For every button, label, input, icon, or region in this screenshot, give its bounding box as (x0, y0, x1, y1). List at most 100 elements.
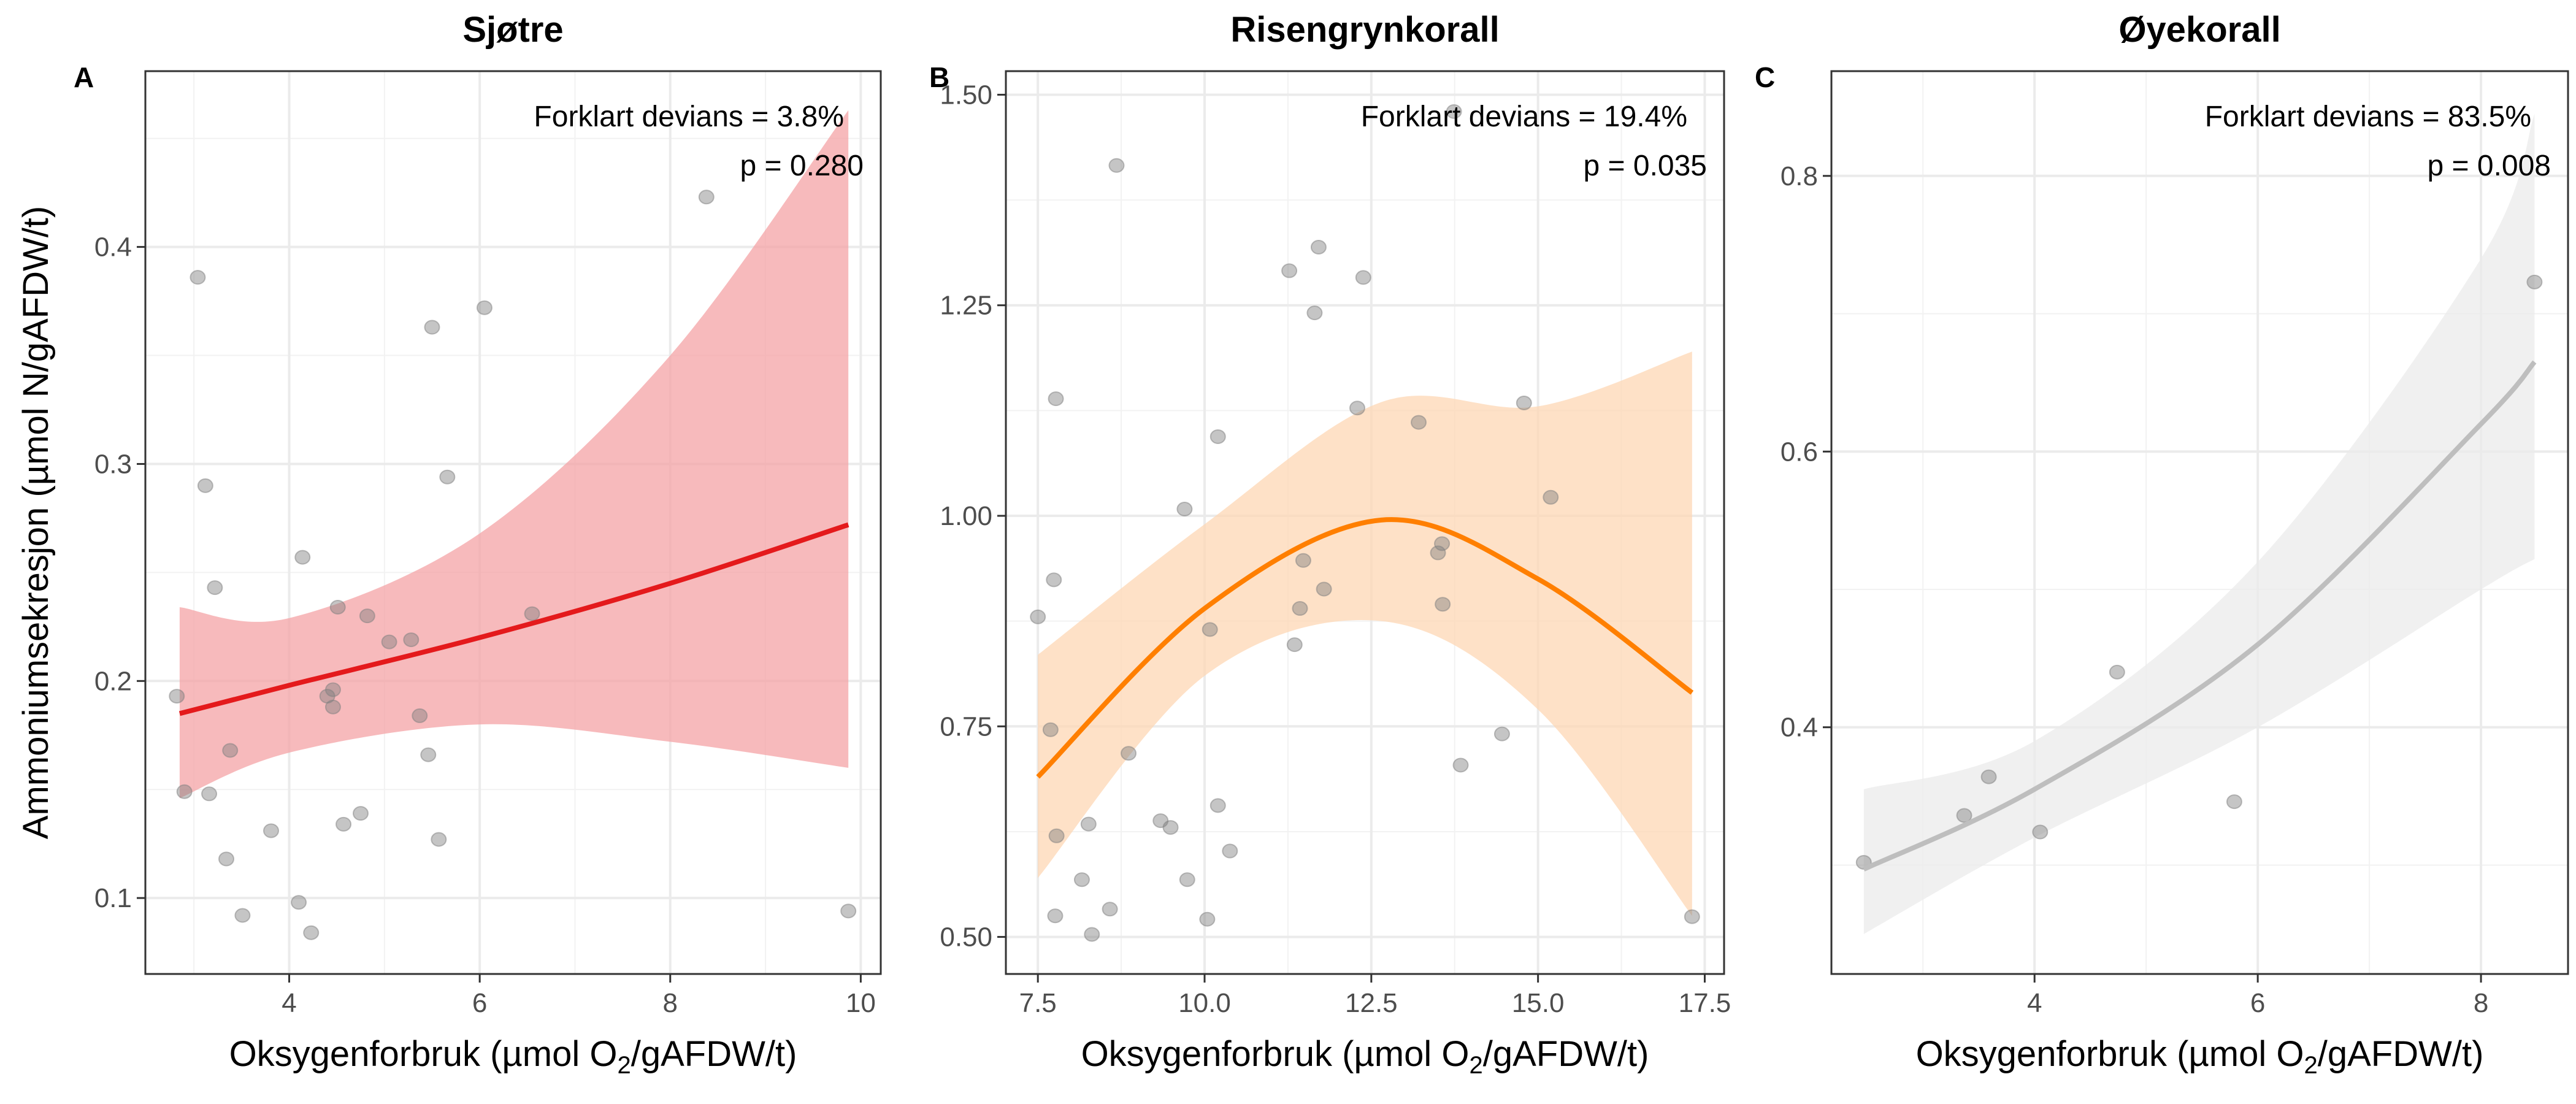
data-point (1108, 158, 1125, 173)
data-point (1048, 828, 1065, 843)
y-tick-label: 1.00 (940, 501, 992, 531)
x-tick-label: 8 (663, 988, 678, 1018)
data-point (1349, 401, 1365, 416)
data-point (1292, 601, 1308, 616)
data-point (1434, 536, 1451, 551)
data-point (2032, 824, 2049, 840)
data-point (431, 832, 447, 847)
data-point (1543, 489, 1559, 505)
confidence-ribbon (179, 110, 849, 799)
x-axis-title-rest: /gAFDW/t) (2318, 1034, 2484, 1074)
data-point (324, 682, 341, 697)
data-point (524, 606, 540, 621)
y-tick-label: 1.25 (940, 291, 992, 321)
y-tick-label: 0.6 (1781, 437, 1818, 467)
panel-title: Sjøtre (462, 10, 563, 50)
data-point (1281, 263, 1298, 278)
deviance-annotation: Forklart devians = 83.5% (2205, 101, 2531, 133)
panel-tag: C (1755, 61, 1775, 93)
y-tick-label: 0.4 (94, 232, 132, 263)
deviance-annotation: Forklart devians = 19.4% (1361, 101, 1687, 133)
data-point (1493, 726, 1510, 742)
data-point (698, 190, 715, 205)
data-point (218, 851, 235, 867)
data-point (359, 608, 375, 624)
y-tick-label: 0.75 (940, 711, 992, 742)
data-point (169, 689, 185, 704)
panel-tag: B (929, 61, 949, 93)
data-point (1956, 808, 1972, 823)
data-point (2226, 794, 2242, 810)
x-tick-label: 15.0 (1512, 988, 1565, 1018)
data-point (1047, 908, 1064, 924)
y-tick-label: 0.3 (94, 449, 132, 479)
data-point (1209, 798, 1226, 813)
x-axis-title: Oksygenforbruk (µmol O2/gAFDW/t) (1916, 1034, 2484, 1079)
x-axis-title: Oksygenforbruk (µmol O2/gAFDW/t) (1081, 1034, 1649, 1079)
y-tick-label: 0.1 (94, 883, 132, 913)
panel-c: 4 6 8 0.4 0.6 0.8 Oksygenforbruk (µmol O2/gAFD… (1755, 10, 2569, 1079)
y-tick-label: 0.50 (940, 922, 992, 953)
data-point (381, 634, 397, 650)
data-point (1102, 902, 1118, 917)
data-point (353, 806, 369, 821)
x-axis-title-main: Oksygenforbruk (µmol O (1081, 1034, 1470, 1074)
p-value-annotation: p = 0.035 (1583, 150, 1707, 182)
y-tick-label: 0.4 (1781, 713, 1818, 743)
y-axis-title: Ammoniumsekresjon (µmol N/gAFDW/t) (16, 206, 56, 839)
x-tick-label: 8 (2474, 988, 2488, 1018)
x-tick-label: 10 (846, 988, 876, 1018)
data-point (1080, 816, 1097, 832)
data-point (2109, 664, 2125, 680)
p-value-annotation: p = 0.280 (740, 150, 864, 182)
data-point (303, 925, 320, 940)
data-point (1162, 820, 1179, 835)
data-point (1209, 429, 1226, 444)
panel-border (1005, 70, 1725, 975)
data-point (335, 816, 352, 832)
y-tick-label: 0.2 (94, 666, 132, 696)
x-axis-title-rest: /gAFDW/t) (631, 1034, 797, 1074)
data-point (840, 903, 857, 919)
x-axis-title-rest: /gAFDW/t) (1483, 1034, 1649, 1074)
x-axis-title-subscript: 2 (1470, 1052, 1483, 1079)
data-point (1084, 927, 1100, 942)
confidence-ribbon (1038, 351, 1692, 916)
data-point (263, 823, 280, 838)
fit-line (1863, 360, 2537, 872)
data-point (1179, 872, 1195, 887)
y-tick-label: 0.8 (1781, 161, 1818, 191)
data-point (1516, 396, 1532, 411)
data-point (1295, 553, 1311, 568)
data-point (1435, 597, 1451, 612)
x-axis-title-subscript: 2 (2304, 1052, 2318, 1079)
data-point (1199, 911, 1216, 927)
panel-border (1830, 70, 2569, 975)
data-point (1430, 545, 1446, 561)
deviance-annotation: Forklart devians = 3.8% (534, 101, 844, 133)
data-point (1310, 239, 1327, 255)
panel-b: 7.5 10.0 12.5 15.0 17.5 0.50 0.75 1.00 1.25 1.50 O… (929, 10, 1731, 1079)
data-point (420, 747, 437, 762)
data-point (329, 600, 346, 615)
x-axis-title-main: Oksygenforbruk (µmol O (229, 1034, 618, 1074)
data-point (1202, 622, 1218, 637)
panel-title: Øyekorall (2118, 10, 2280, 50)
x-tick-label: 4 (2027, 988, 2042, 1018)
data-point (291, 895, 307, 910)
data-point (201, 786, 218, 802)
panel-title: Risengrynkorall (1230, 10, 1499, 50)
data-point (234, 908, 251, 923)
data-point (222, 743, 239, 758)
x-axis-title-subscript: 2 (618, 1052, 631, 1079)
data-point (1042, 722, 1059, 737)
x-tick-label: 4 (282, 988, 296, 1018)
data-point (1980, 769, 1997, 784)
data-point (1316, 581, 1332, 597)
data-point (1073, 872, 1090, 887)
data-point (476, 300, 493, 315)
data-point (1411, 415, 1427, 430)
data-point (2526, 274, 2543, 289)
data-point (294, 550, 311, 565)
data-point (439, 469, 456, 485)
